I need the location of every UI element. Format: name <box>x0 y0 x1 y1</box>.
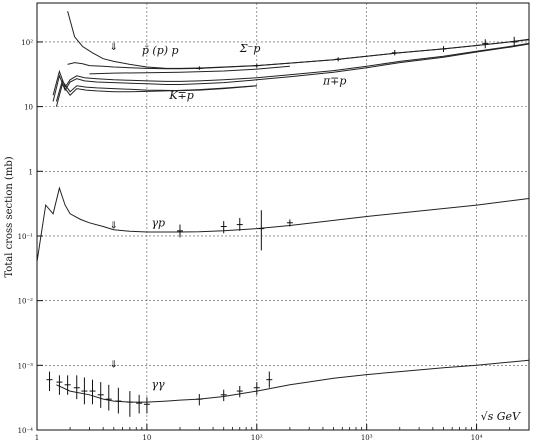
annotation-label: γp <box>151 217 165 230</box>
down-arrow-icon: ⇓ <box>110 221 118 232</box>
down-arrow-icon: ⇓ <box>110 42 118 53</box>
axis-ticks <box>36 41 530 431</box>
y-axis-label: Total cross section (mb) <box>4 156 15 277</box>
y-tick-label: 10⁻¹ <box>18 233 34 241</box>
series-line <box>55 83 257 107</box>
series-line <box>36 186 530 262</box>
series-line <box>89 65 290 75</box>
x-tick-label: 10³ <box>361 434 373 442</box>
series-layer <box>36 10 530 403</box>
y-tick-labels: 10² 10 1 10⁻¹ 10⁻² 10⁻³ 10⁻⁴ <box>18 39 34 435</box>
annotation-layer: p̄ (p) p Σ⁻p π∓p K∓p γp γγ <box>142 42 347 391</box>
annotation-label: γγ <box>151 378 165 391</box>
x-tick-label: 10⁴ <box>471 434 483 442</box>
series-line <box>52 43 530 102</box>
y-tick-label: 1 <box>29 168 33 176</box>
y-tick-label: 10⁻⁴ <box>18 427 34 435</box>
annotation-label: π∓p <box>322 74 347 87</box>
x-tick-label: 10 <box>142 434 151 442</box>
annotation-label: p̄ (p) p <box>142 44 179 57</box>
down-arrow-icon: ⇓ <box>110 360 118 371</box>
y-tick-label: 10² <box>21 39 33 47</box>
y-tick-label: 10⁻³ <box>18 362 34 370</box>
arrow-layer: ⇓ ⇓ ⇓ <box>110 42 118 371</box>
annotation-label: Σ⁻p <box>239 42 261 55</box>
y-tick-label: 10⁻² <box>18 298 34 306</box>
plot-frame <box>36 2 530 431</box>
x-axis-label: √s GeV <box>481 410 521 423</box>
x-tick-label: 10² <box>251 434 263 442</box>
error-bar-layer <box>46 36 518 417</box>
y-tick-label: 10 <box>24 104 33 112</box>
series-line <box>52 42 530 96</box>
x-tick-label: 1 <box>35 434 39 442</box>
series-line <box>56 359 530 403</box>
x-tick-labels: 1 10 10² 10³ 10⁴ <box>35 434 483 442</box>
annotation-label: K∓p <box>168 89 193 102</box>
